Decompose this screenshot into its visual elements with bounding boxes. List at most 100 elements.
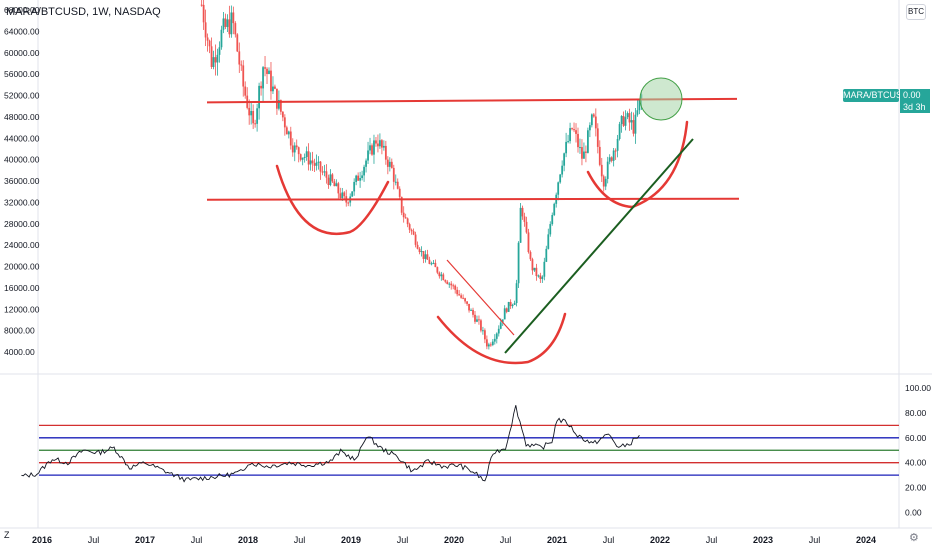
candle-body [434, 262, 437, 268]
candle-body [464, 298, 466, 302]
candle-body [424, 254, 427, 259]
candle-body [501, 319, 504, 323]
candle-body [634, 114, 637, 134]
candle-body [485, 339, 488, 347]
candle-body [513, 303, 516, 305]
candle-body [632, 120, 635, 134]
x-tick-label: 2018 [238, 535, 258, 545]
candle-body [507, 301, 510, 312]
candle-body [622, 116, 625, 126]
gear-icon[interactable]: ⚙ [909, 532, 919, 544]
candle-body [299, 154, 302, 160]
candle-body [248, 107, 251, 116]
candle-body [549, 224, 552, 235]
candle-body [206, 37, 209, 41]
candle-body [412, 231, 415, 235]
candle-body [587, 130, 589, 153]
candle-body [592, 114, 595, 117]
candle-body [638, 99, 641, 111]
osc-y-tick-label: 40.00 [905, 458, 927, 468]
price-y-tick-label: 48000.00 [4, 112, 40, 122]
candle-body [590, 114, 593, 126]
candle-body [377, 143, 379, 147]
candle-body [268, 70, 270, 74]
candle-body [581, 147, 583, 159]
candle-body [373, 140, 375, 155]
candle-body [559, 174, 562, 183]
candle-body [386, 159, 389, 167]
candle-body [319, 161, 322, 172]
x-tick-label: Jul [603, 535, 615, 545]
candle-body [602, 176, 605, 187]
x-tick-label: 2019 [341, 535, 361, 545]
candle-body [341, 192, 344, 199]
candle-body [216, 54, 219, 63]
candle-body [353, 181, 356, 192]
timezone-z-label[interactable]: Z [4, 530, 10, 540]
candle-body [382, 145, 385, 148]
x-tick-label: Jul [809, 535, 821, 545]
price-y-tick-label: 8000.00 [4, 326, 35, 336]
currency-badge[interactable]: BTC [906, 4, 926, 20]
candle-body [616, 138, 619, 151]
candle-body [276, 88, 278, 109]
candle-body [218, 47, 221, 55]
x-tick-label: Jul [397, 535, 409, 545]
candle-body [301, 157, 304, 160]
candle-body [426, 254, 429, 260]
x-tick-label: 2017 [135, 535, 155, 545]
candle-body [491, 341, 494, 345]
candle-body [325, 171, 328, 178]
candle-body [533, 267, 536, 271]
candle-body [402, 212, 405, 218]
candle-body [519, 207, 522, 243]
price-y-tick-label: 12000.00 [4, 304, 40, 314]
breakout-circle [639, 77, 683, 121]
candle-body [606, 161, 609, 179]
candle-body [531, 259, 534, 271]
x-tick-label: 2023 [753, 535, 773, 545]
osc-y-tick-label: 20.00 [905, 483, 927, 493]
candle-body [278, 100, 280, 109]
candle-body [579, 147, 581, 149]
candle-body [394, 181, 397, 183]
candle-body [484, 330, 486, 340]
candle-body [588, 125, 591, 131]
candle-body [456, 289, 459, 295]
candle-body [331, 174, 334, 182]
candle-body [279, 100, 282, 112]
candle-body [452, 285, 455, 287]
price-y-tick-label: 60000.00 [4, 48, 40, 58]
candle-body [573, 129, 575, 131]
price-y-tick-label: 68000.00 [4, 5, 40, 15]
candle-body [430, 263, 433, 265]
candle-body [472, 309, 474, 315]
candle-body [230, 12, 233, 35]
candle-body [565, 141, 568, 154]
price-y-tick-label: 20000.00 [4, 262, 40, 272]
candle-body [517, 242, 520, 284]
candle-body [618, 124, 621, 139]
price-tag-value: 0.00 3d 3h [900, 89, 930, 113]
candle-body [414, 234, 417, 245]
candle-body [240, 64, 243, 66]
candle-body [604, 178, 607, 187]
x-tick-label: 2021 [547, 535, 567, 545]
x-tick-label: 2024 [856, 535, 876, 545]
candle-body [222, 18, 225, 30]
x-tick-label: 2016 [32, 535, 52, 545]
candle-body [363, 166, 365, 176]
price-y-tick-label: 24000.00 [4, 240, 40, 250]
price-y-tick-label: 56000.00 [4, 69, 40, 79]
candle-body [226, 19, 229, 27]
candle-body [293, 145, 296, 153]
osc-y-tick-label: 80.00 [905, 408, 927, 418]
candle-body [547, 234, 550, 249]
candle-body [474, 314, 476, 322]
candle-body [610, 157, 613, 161]
candle-body [303, 156, 306, 158]
candle-body [266, 68, 268, 74]
candle-body [202, 4, 205, 23]
candle-body [535, 267, 538, 277]
candle-body [499, 322, 502, 329]
